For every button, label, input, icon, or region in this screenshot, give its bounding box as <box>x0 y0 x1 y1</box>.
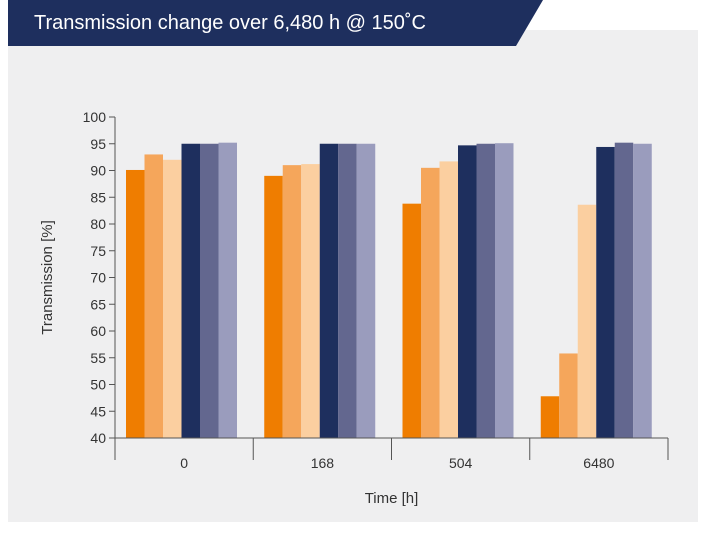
x-tick-label: 0 <box>180 455 188 471</box>
bar-168-s6 <box>356 143 376 438</box>
x-ticks: 0 168 504 6480 <box>114 438 669 471</box>
chart-title: Transmission change over 6,480 h @ 150˚C <box>34 12 426 34</box>
bar-168-s3 <box>301 164 320 438</box>
x-tick-label: 6480 <box>583 455 614 471</box>
bar-504-s1 <box>402 203 421 438</box>
bar-504-s2 <box>421 167 440 438</box>
title-banner: Transmission change over 6,480 h @ 150˚C <box>8 0 543 46</box>
y-tick-label: 85 <box>90 189 106 205</box>
y-tick-label: 90 <box>90 163 106 179</box>
x-axis-title: Time [h] <box>365 490 419 507</box>
y-ticks: 40 45 50 55 60 65 70 75 80 85 90 95 100 <box>83 109 115 446</box>
bar-0-s2 <box>144 154 163 438</box>
bar-168-s4 <box>319 143 339 438</box>
bar-6480-s6 <box>633 143 652 438</box>
bar-168-s5 <box>338 143 357 438</box>
y-tick-label: 60 <box>90 323 106 339</box>
bar-0-s6 <box>218 142 237 438</box>
bar-504-s4 <box>458 145 477 439</box>
bar-6480-s2 <box>559 353 578 438</box>
y-tick-label: 40 <box>90 430 106 446</box>
bar-0-s1 <box>126 169 145 438</box>
bar-504-s3 <box>439 161 458 438</box>
y-tick-label: 95 <box>90 136 106 152</box>
y-tick-label: 50 <box>90 377 106 393</box>
title-banner-shape <box>8 0 543 46</box>
bar-168-s2 <box>282 165 302 438</box>
bar-6480-s5 <box>614 142 634 438</box>
bar-6480-s1 <box>540 396 560 438</box>
y-tick-label: 80 <box>90 216 106 232</box>
x-tick-label: 168 <box>311 455 335 471</box>
y-tick-label: 75 <box>90 243 106 259</box>
y-tick-label: 65 <box>90 296 106 312</box>
bars-layer <box>126 142 652 439</box>
bar-168-s1 <box>264 175 283 438</box>
bar-504-s6 <box>495 143 514 438</box>
bar-6480-s3 <box>577 204 597 438</box>
y-tick-label: 100 <box>83 109 107 125</box>
y-tick-label: 45 <box>90 403 106 419</box>
y-tick-label: 70 <box>90 270 106 286</box>
bar-0-s5 <box>200 143 219 438</box>
y-tick-label: 55 <box>90 350 106 366</box>
bar-504-s5 <box>476 143 495 438</box>
bar-0-s3 <box>163 159 182 439</box>
bar-6480-s4 <box>596 146 615 438</box>
y-axis-title: Transmission [%] <box>39 220 56 334</box>
x-tick-label: 504 <box>449 455 473 471</box>
bar-0-s4 <box>181 143 200 438</box>
